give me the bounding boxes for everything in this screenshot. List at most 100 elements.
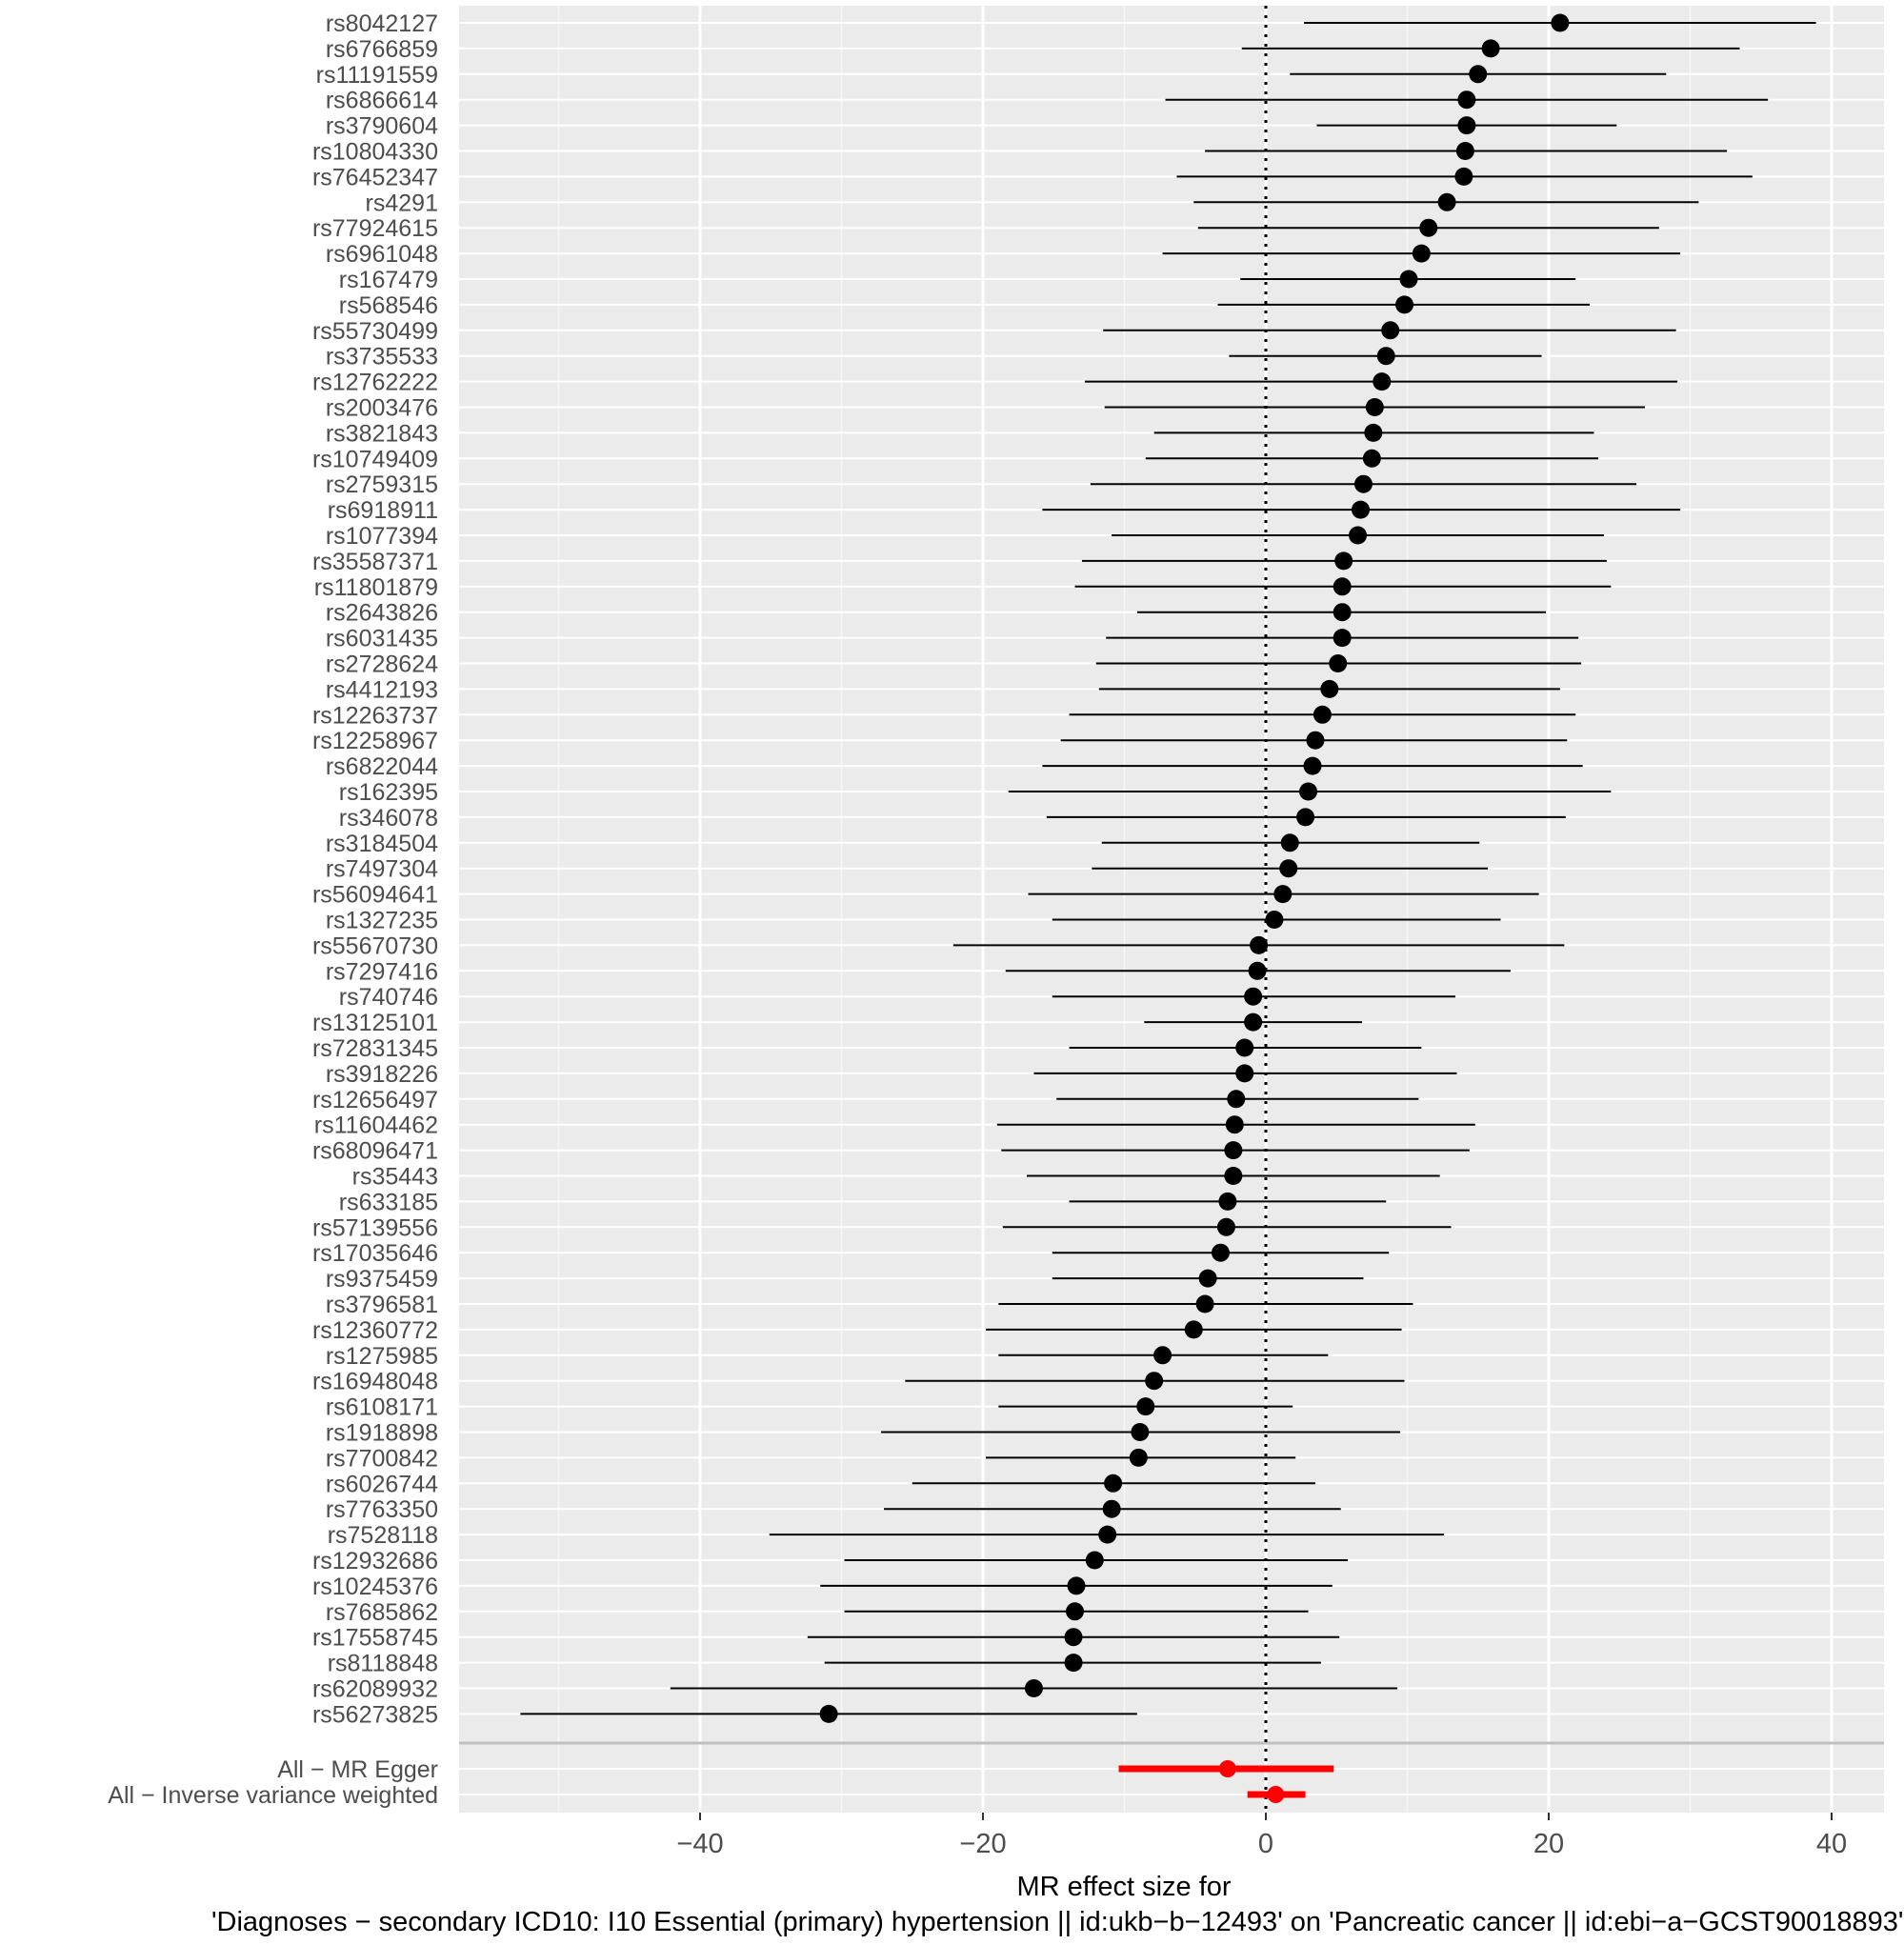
point-14 — [1373, 372, 1392, 391]
row-label-62: rs7685862 — [326, 1599, 438, 1626]
row-label-45: rs35443 — [352, 1164, 438, 1191]
row-label-20: rs1077394 — [326, 523, 438, 550]
point-11 — [1395, 295, 1414, 314]
point-45 — [1224, 1167, 1243, 1185]
row-label-57: rs6026744 — [326, 1471, 438, 1497]
row-label-9: rs6961048 — [326, 241, 438, 268]
point-40 — [1235, 1038, 1254, 1057]
row-label-51: rs12360772 — [312, 1317, 438, 1344]
row-label-63: rs17558745 — [312, 1625, 438, 1652]
point-41 — [1235, 1064, 1254, 1083]
row-label-50: rs3796581 — [326, 1292, 438, 1318]
point-30 — [1299, 782, 1318, 801]
point-66 — [819, 1704, 838, 1723]
point-44 — [1224, 1141, 1243, 1160]
row-label-65: rs62089932 — [312, 1676, 438, 1703]
point-1 — [1481, 39, 1500, 58]
point-10 — [1399, 270, 1418, 289]
point-50 — [1195, 1294, 1214, 1313]
point-46 — [1218, 1192, 1237, 1211]
point-13 — [1376, 347, 1395, 366]
point-24 — [1333, 629, 1352, 648]
row-label-42: rs12656497 — [312, 1087, 438, 1113]
point-62 — [1066, 1602, 1085, 1621]
point-28 — [1306, 731, 1325, 750]
row-label-29: rs6822044 — [326, 753, 438, 780]
row-label-49: rs9375459 — [326, 1266, 438, 1293]
row-label-2: rs11191559 — [316, 62, 438, 89]
point-42 — [1227, 1090, 1246, 1109]
snp-labels: rs8042127rs6766859rs11191559rs6866614rs3… — [108, 10, 438, 1809]
point-6 — [1454, 167, 1473, 186]
row-label-68: All − Inverse variance weighted — [108, 1782, 438, 1809]
point-34 — [1273, 885, 1293, 904]
x-tick-label-20: 20 — [1533, 1829, 1564, 1859]
row-label-23: rs2643826 — [326, 600, 438, 627]
point-5 — [1455, 142, 1474, 160]
point-56 — [1129, 1448, 1148, 1467]
point-0 — [1551, 13, 1570, 32]
row-label-53: rs16948048 — [312, 1369, 438, 1395]
row-label-0: rs8042127 — [326, 10, 438, 37]
row-label-7: rs4291 — [366, 190, 438, 216]
point-61 — [1067, 1576, 1086, 1595]
plot-panel — [459, 6, 1884, 1813]
point-59 — [1098, 1525, 1117, 1544]
row-label-15: rs2003476 — [326, 395, 438, 422]
row-label-12: rs55730499 — [312, 318, 438, 345]
point-35 — [1265, 911, 1284, 929]
row-label-32: rs3184504 — [326, 831, 438, 857]
point-39 — [1244, 1013, 1263, 1032]
point-2 — [1469, 65, 1488, 84]
x-tick-label-40: 40 — [1816, 1829, 1847, 1859]
point-48 — [1211, 1243, 1230, 1262]
point-33 — [1279, 859, 1298, 878]
row-label-17: rs10749409 — [312, 446, 438, 472]
row-label-66: rs56273825 — [312, 1701, 438, 1728]
point-57 — [1104, 1474, 1123, 1493]
row-label-1: rs6766859 — [326, 36, 438, 63]
row-label-14: rs12762222 — [312, 370, 438, 396]
row-label-40: rs72831345 — [312, 1035, 438, 1062]
x-axis-title-line2: 'Diagnoses − secondary ICD10: I10 Essent… — [211, 1907, 1903, 1937]
row-label-54: rs6108171 — [326, 1394, 438, 1421]
point-47 — [1216, 1217, 1235, 1236]
point-8 — [1419, 218, 1438, 237]
row-label-28: rs12258967 — [312, 728, 438, 754]
row-label-26: rs4412193 — [326, 676, 438, 703]
row-label-47: rs57139556 — [312, 1214, 438, 1241]
row-label-19: rs6918911 — [328, 497, 438, 524]
point-16 — [1364, 423, 1383, 442]
row-label-31: rs346078 — [339, 805, 438, 832]
row-label-67: All − MR Egger — [277, 1756, 438, 1783]
point-60 — [1085, 1551, 1104, 1570]
point-15 — [1365, 398, 1384, 416]
row-label-43: rs11604462 — [314, 1113, 438, 1139]
point-67 — [1218, 1760, 1236, 1777]
row-label-6: rs76452347 — [312, 164, 438, 190]
point-38 — [1244, 987, 1263, 1006]
point-65 — [1024, 1679, 1043, 1697]
row-label-25: rs2728624 — [326, 652, 438, 678]
point-64 — [1064, 1654, 1083, 1673]
row-label-64: rs8118848 — [328, 1651, 438, 1677]
row-label-37: rs7297416 — [326, 958, 438, 985]
row-label-30: rs162395 — [339, 779, 438, 806]
x-tick-label--40: −40 — [676, 1829, 723, 1859]
point-3 — [1457, 90, 1476, 110]
point-52 — [1153, 1346, 1172, 1365]
point-18 — [1353, 474, 1373, 493]
point-37 — [1248, 961, 1267, 980]
row-label-13: rs3735533 — [326, 344, 438, 371]
row-label-56: rs7700842 — [326, 1445, 438, 1472]
point-31 — [1296, 808, 1315, 827]
row-label-38: rs740746 — [339, 984, 438, 1011]
effect-points — [819, 13, 1570, 1803]
row-label-10: rs167479 — [339, 267, 438, 293]
point-29 — [1303, 756, 1322, 775]
point-26 — [1320, 679, 1339, 698]
point-58 — [1102, 1499, 1121, 1518]
row-label-52: rs1275985 — [326, 1343, 438, 1370]
point-63 — [1064, 1628, 1083, 1647]
